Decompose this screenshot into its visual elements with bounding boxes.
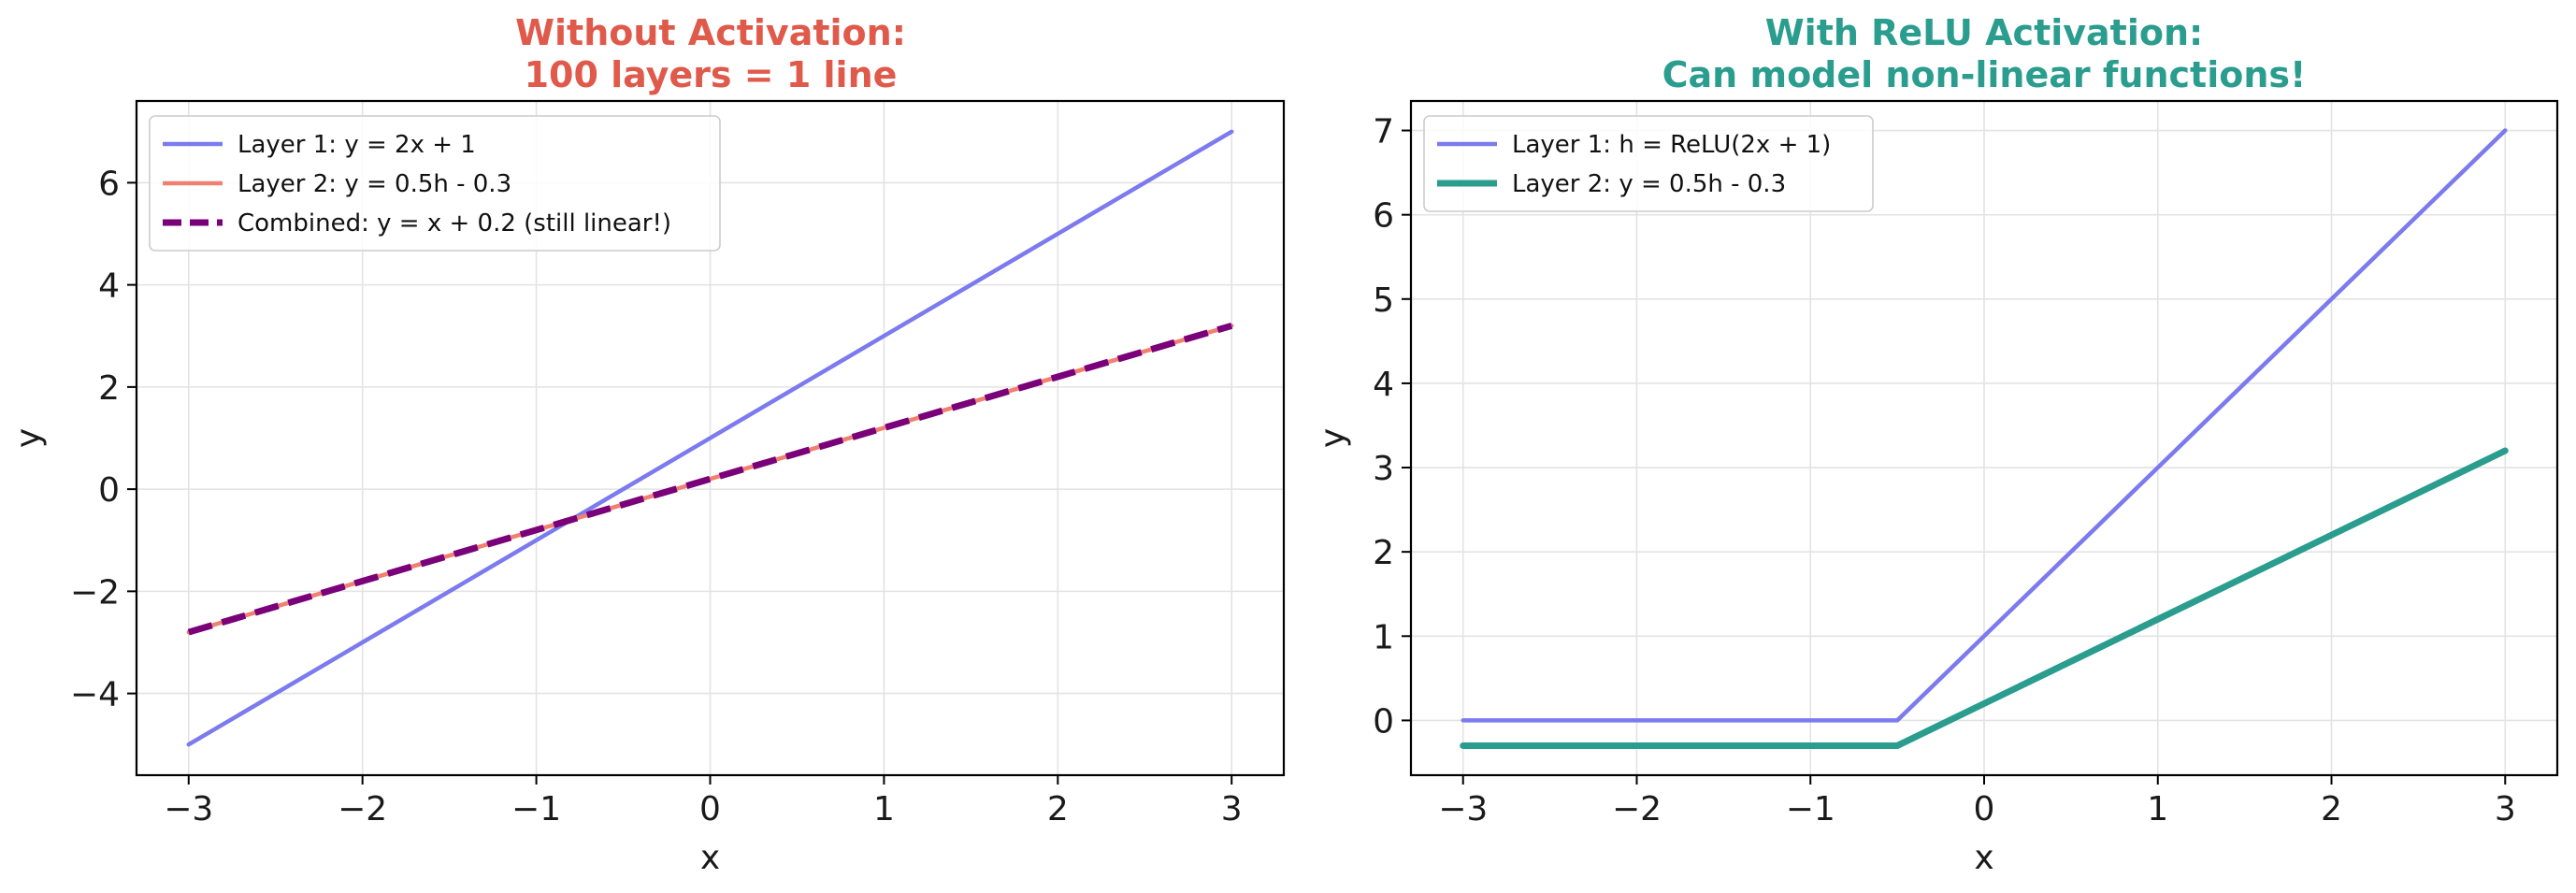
- y-tick-label: −2: [70, 573, 120, 612]
- y-tick-label: 4: [98, 267, 120, 306]
- chart-title-line: Without Activation:: [515, 12, 906, 53]
- x-tick-label: 1: [873, 790, 895, 828]
- y-tick-label: 2: [98, 369, 120, 408]
- legend-label-2: Layer 2: y = 0.5h - 0.3: [237, 170, 511, 198]
- plot-area: [186, 129, 1234, 747]
- x-axis-label: x: [1974, 839, 1993, 877]
- legend-label-2: Layer 2: y = 0.5h - 0.3: [1512, 170, 1786, 198]
- x-tick-label: −2: [1612, 790, 1662, 828]
- x-tick-label: −3: [1438, 790, 1488, 828]
- chart-title-line: With ReLU Activation:: [1765, 12, 2203, 53]
- y-tick-label: 0: [1373, 702, 1394, 741]
- chart-title-line: 100 layers = 1 line: [525, 54, 898, 95]
- y-tick-label: 2: [1373, 534, 1394, 572]
- chart-with-relu-activation: With ReLU Activation:Can model non-linea…: [1314, 12, 2559, 877]
- chart-title-line: Can model non-linear functions!: [1662, 54, 2307, 95]
- x-tick-label: 0: [699, 790, 721, 828]
- legend: Layer 1: h = ReLU(2x + 1) Layer 2: y = 0.…: [1423, 115, 1874, 212]
- y-tick-label: 6: [1373, 197, 1394, 236]
- y-tick-label: 6: [98, 165, 120, 203]
- series-line-1: [1461, 128, 2508, 723]
- x-tick-label: 2: [2321, 790, 2342, 828]
- y-axis-label: y: [1314, 428, 1352, 448]
- x-tick-label: −2: [338, 790, 387, 828]
- y-tick-label: −4: [70, 676, 120, 714]
- legend: Layer 1: y = 2x + 1 Layer 2: y = 0.5h - 0…: [149, 115, 721, 252]
- y-tick-label: 7: [1373, 113, 1394, 151]
- legend-label-1: Layer 1: y = 2x + 1: [237, 131, 476, 159]
- x-tick-label: 1: [2147, 790, 2168, 828]
- y-tick-label: 4: [1373, 366, 1394, 404]
- x-axis-label: x: [700, 839, 720, 877]
- x-tick-label: −1: [1786, 790, 1835, 828]
- series-line-1: [186, 129, 1234, 747]
- x-tick-label: 3: [2495, 790, 2516, 828]
- y-tick-label: 5: [1373, 281, 1394, 320]
- x-tick-label: 0: [1974, 790, 1995, 828]
- chart-without-activation: Without Activation:100 layers = 1 line −3…: [9, 12, 1286, 877]
- legend-box: [149, 115, 721, 252]
- legend-label-1: Layer 1: h = ReLU(2x + 1): [1512, 131, 1831, 159]
- x-tick-label: 2: [1047, 790, 1069, 828]
- x-tick-label: 3: [1221, 790, 1243, 828]
- x-tick-label: −3: [164, 790, 213, 828]
- y-tick-label: 3: [1373, 450, 1394, 488]
- series-line-2: [1460, 447, 2509, 749]
- legend-label-3: Combined: y = x + 0.2 (still linear!): [237, 209, 671, 238]
- series-line-3: [187, 322, 1233, 636]
- x-tick-label: −1: [511, 790, 561, 828]
- y-axis-label: y: [9, 428, 48, 448]
- y-tick-label: 1: [1373, 618, 1394, 656]
- plot-area: [1460, 128, 2509, 749]
- y-tick-label: 0: [98, 471, 120, 510]
- legend-box: [1423, 115, 1874, 212]
